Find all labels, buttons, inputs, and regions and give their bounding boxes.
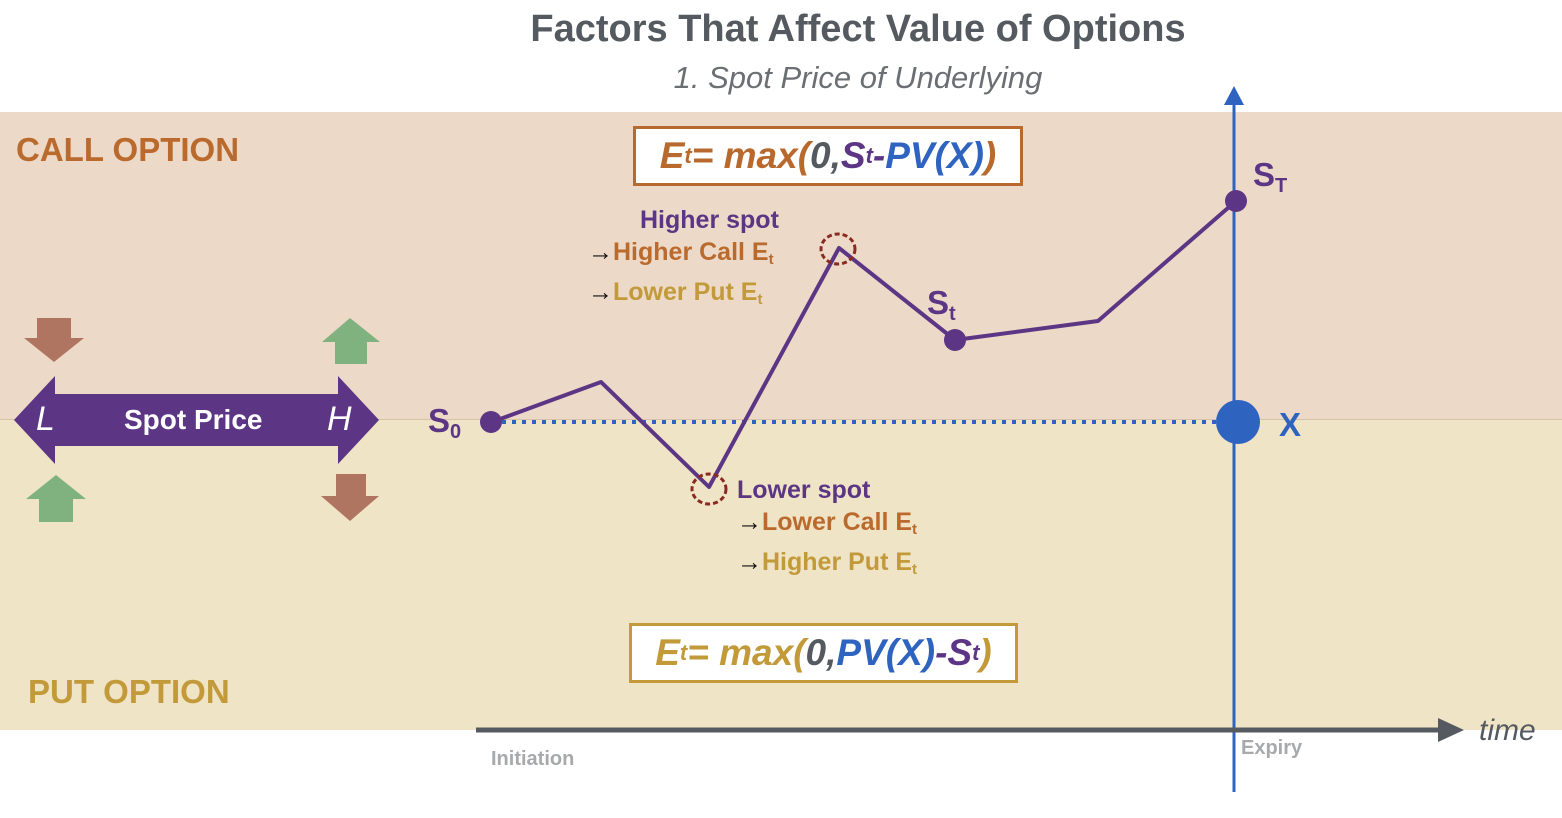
s0-main: S xyxy=(428,402,451,439)
strike-point xyxy=(1216,400,1260,444)
formula-zero: 0, xyxy=(805,632,837,673)
higher-put-text: Higher Put E xyxy=(762,548,913,576)
time-axis-arrowhead xyxy=(1438,718,1464,742)
expiry-axis-arrowhead xyxy=(1224,86,1244,105)
down-arrow-icon xyxy=(24,318,84,362)
arrow-icon: → xyxy=(737,508,762,536)
spot-low-label: L xyxy=(36,400,55,438)
higher-spot-highlight xyxy=(819,232,857,266)
lower-spot-line: Lower spot xyxy=(737,476,871,504)
lower-spot-highlight xyxy=(690,472,728,506)
spot-high-label: H xyxy=(327,400,352,438)
st-sub: t xyxy=(949,303,956,325)
time-label: time xyxy=(1479,714,1536,747)
formula-prefix-sub: t xyxy=(679,640,688,665)
up-arrow-icon xyxy=(26,475,86,522)
call-option-label: CALL OPTION xyxy=(16,131,240,168)
sT-point xyxy=(1225,190,1247,212)
sT-label: ST xyxy=(1253,156,1287,198)
put-option-label: PUT OPTION xyxy=(28,673,230,710)
st-point xyxy=(944,329,966,351)
formula-spot: S xyxy=(840,135,866,176)
initiation-label: Initiation xyxy=(491,748,575,770)
st-label: St xyxy=(927,284,956,326)
formula-max: = max xyxy=(687,632,794,673)
s0-sub: 0 xyxy=(450,421,462,443)
formula-pv: PV(X) xyxy=(836,632,936,673)
st-main: S xyxy=(927,284,950,321)
up-arrow-icon xyxy=(322,318,380,364)
formula-zero: 0, xyxy=(810,135,841,176)
arrow-icon: → xyxy=(588,278,613,306)
formula-close: ) xyxy=(983,135,997,176)
arrow-icon: → xyxy=(737,548,762,576)
expiry-label: Expiry xyxy=(1241,737,1303,759)
formula-prefix: E xyxy=(659,135,685,176)
higher-call-sub: t xyxy=(768,251,774,268)
formula-prefix: E xyxy=(655,632,680,673)
higher-spot-line: Higher spot xyxy=(640,206,779,234)
formula-close: ) xyxy=(979,632,992,673)
formula-spot: S xyxy=(947,632,973,673)
sT-sub: T xyxy=(1275,175,1288,197)
s0-point xyxy=(480,411,502,433)
lower-put-text: Lower Put E xyxy=(613,278,758,306)
formula-max: = max xyxy=(691,135,798,176)
lower-put-sub: t xyxy=(757,291,763,308)
higher-spot-note: Higher spot →Higher Call Et →Lower Put E… xyxy=(588,204,779,316)
formula-spot-sub: t xyxy=(972,640,980,665)
formula-dash: - xyxy=(872,135,886,176)
lower-spot-note: Lower spot →Lower Call Et →Higher Put Et xyxy=(737,474,917,586)
s0-label: S0 xyxy=(428,402,461,444)
strike-label: X xyxy=(1279,406,1302,443)
higher-call-text: Higher Call E xyxy=(613,238,769,266)
diagram-title: Factors That Affect Value of Options xyxy=(530,8,1186,50)
spot-price-path xyxy=(491,199,1238,489)
down-arrow-icon xyxy=(321,474,379,521)
higher-put-sub: t xyxy=(912,561,918,578)
zone-divider xyxy=(0,419,1562,420)
arrow-icon: → xyxy=(588,238,613,266)
diagram-subtitle: 1. Spot Price of Underlying xyxy=(673,60,1043,95)
formula-dash: - xyxy=(935,632,948,673)
formula-spot-sub: t xyxy=(865,143,873,168)
lower-call-sub: t xyxy=(912,521,918,538)
sT-main: S xyxy=(1253,156,1276,193)
lower-call-text: Lower Call E xyxy=(762,508,913,536)
spot-price-label: Spot Price xyxy=(124,404,263,435)
formula-pv: PV(X) xyxy=(885,135,984,176)
formula-open: ( xyxy=(797,135,811,176)
formula-open: ( xyxy=(793,632,806,673)
spot-price-double-arrow xyxy=(14,376,379,464)
formula-prefix-sub: t xyxy=(684,143,692,168)
